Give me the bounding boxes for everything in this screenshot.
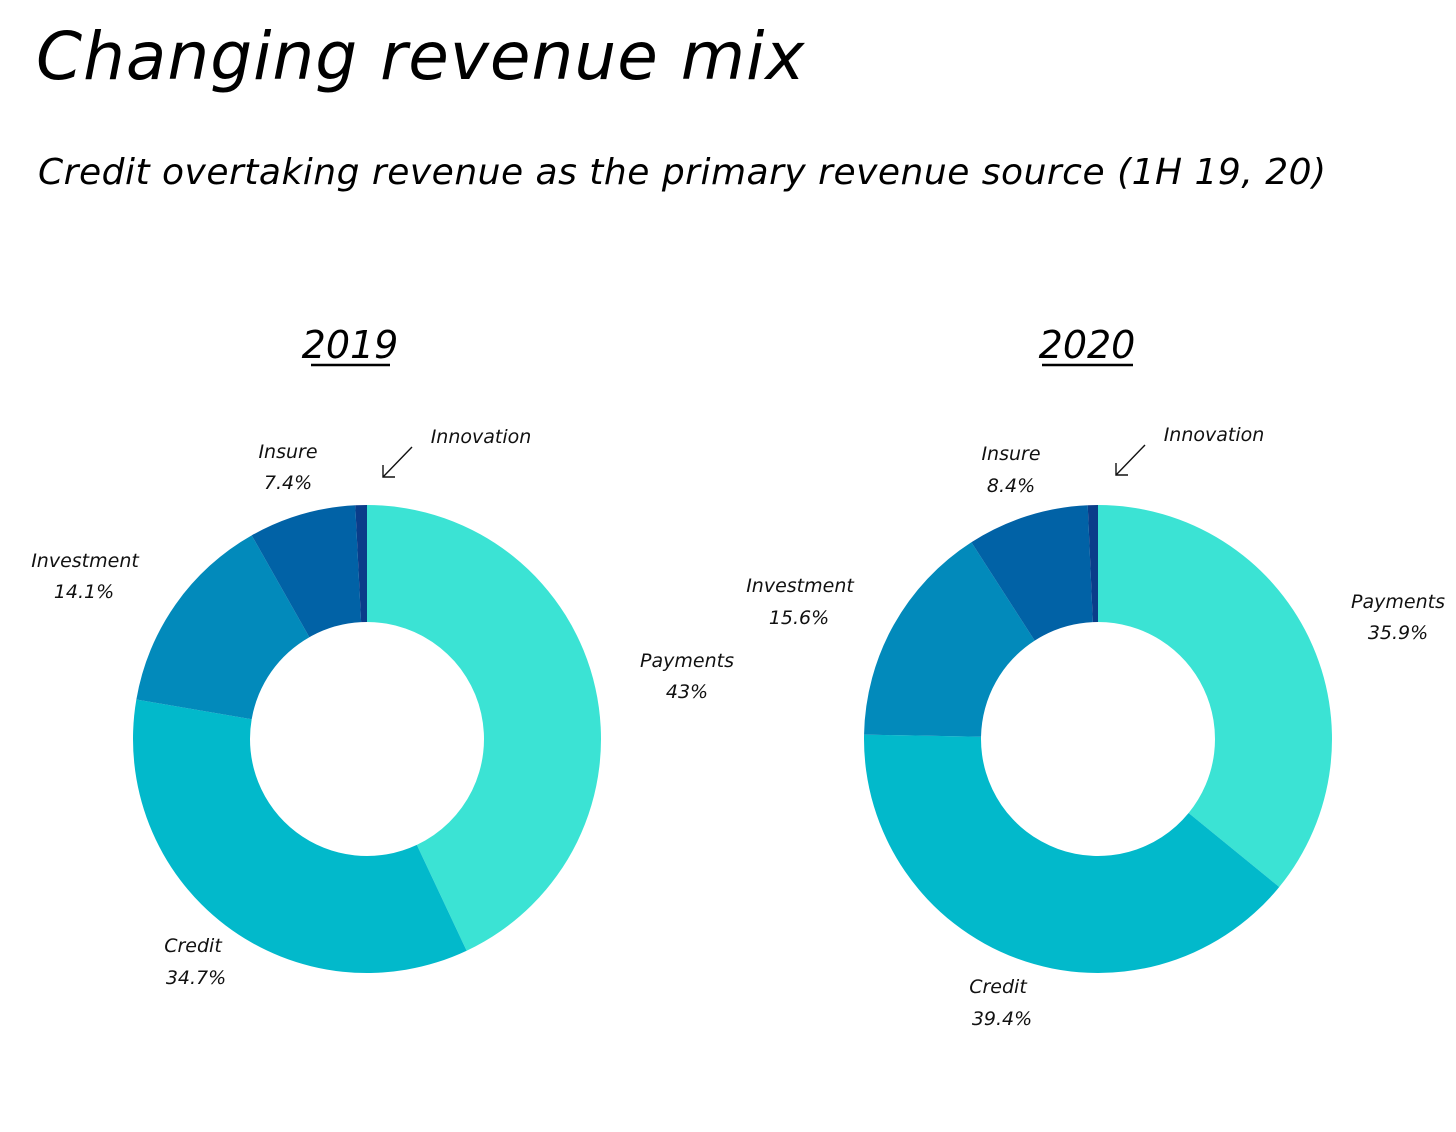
slice-value-credit: 34.7%: [166, 967, 226, 989]
slice-value-payments: 35.9%: [1368, 622, 1428, 644]
arrow-icon: [382, 446, 413, 478]
slice-payments: [1098, 505, 1333, 888]
slice-insure: [971, 505, 1093, 641]
slice-credit: [133, 699, 467, 973]
slice-label-investment: Investment: [746, 575, 855, 597]
slice-label-insure: Insure: [981, 443, 1040, 465]
chart-title: Changing revenue mix: [36, 18, 806, 95]
slice-label-insure: Insure: [258, 441, 317, 463]
slice-investment: [136, 535, 310, 720]
slice-payments: [367, 505, 602, 951]
chart-subtitle: Credit overtaking revenue as the primary…: [38, 152, 1327, 193]
donut-chart-2019: 2019 Payments 43% Credit 34.7% Investmen…: [31, 323, 734, 989]
slice-value-insure: 8.4%: [987, 475, 1035, 497]
slice-innovation: [355, 505, 367, 623]
donut-slices: [133, 505, 602, 973]
slice-value-credit: 39.4%: [972, 1008, 1032, 1030]
slice-label-payments: Payments: [640, 650, 734, 672]
slice-label-innovation: Innovation: [1164, 424, 1265, 446]
donut-chart-2020: 2020 Payments 35.9% Credit 39.4% Investm…: [746, 323, 1445, 1030]
slice-label-investment: Investment: [31, 550, 140, 572]
donut-slices: [864, 505, 1333, 974]
slice-label-innovation: Innovation: [431, 426, 532, 448]
slice-credit: [864, 734, 1280, 974]
slice-innovation: [1087, 505, 1098, 623]
slice-label-credit: Credit: [164, 935, 223, 957]
slice-value-payments: 43%: [666, 681, 708, 703]
slice-label-credit: Credit: [969, 976, 1028, 998]
chart-year-title: 2020: [1039, 323, 1136, 367]
slice-investment: [864, 542, 1035, 737]
slice-value-investment: 15.6%: [769, 607, 829, 629]
slice-value-investment: 14.1%: [54, 581, 114, 603]
arrow-icon: [1115, 444, 1146, 476]
slice-label-payments: Payments: [1351, 591, 1445, 613]
slice-value-insure: 7.4%: [264, 472, 312, 494]
slice-insure: [251, 505, 362, 638]
chart-year-title: 2019: [302, 323, 399, 367]
